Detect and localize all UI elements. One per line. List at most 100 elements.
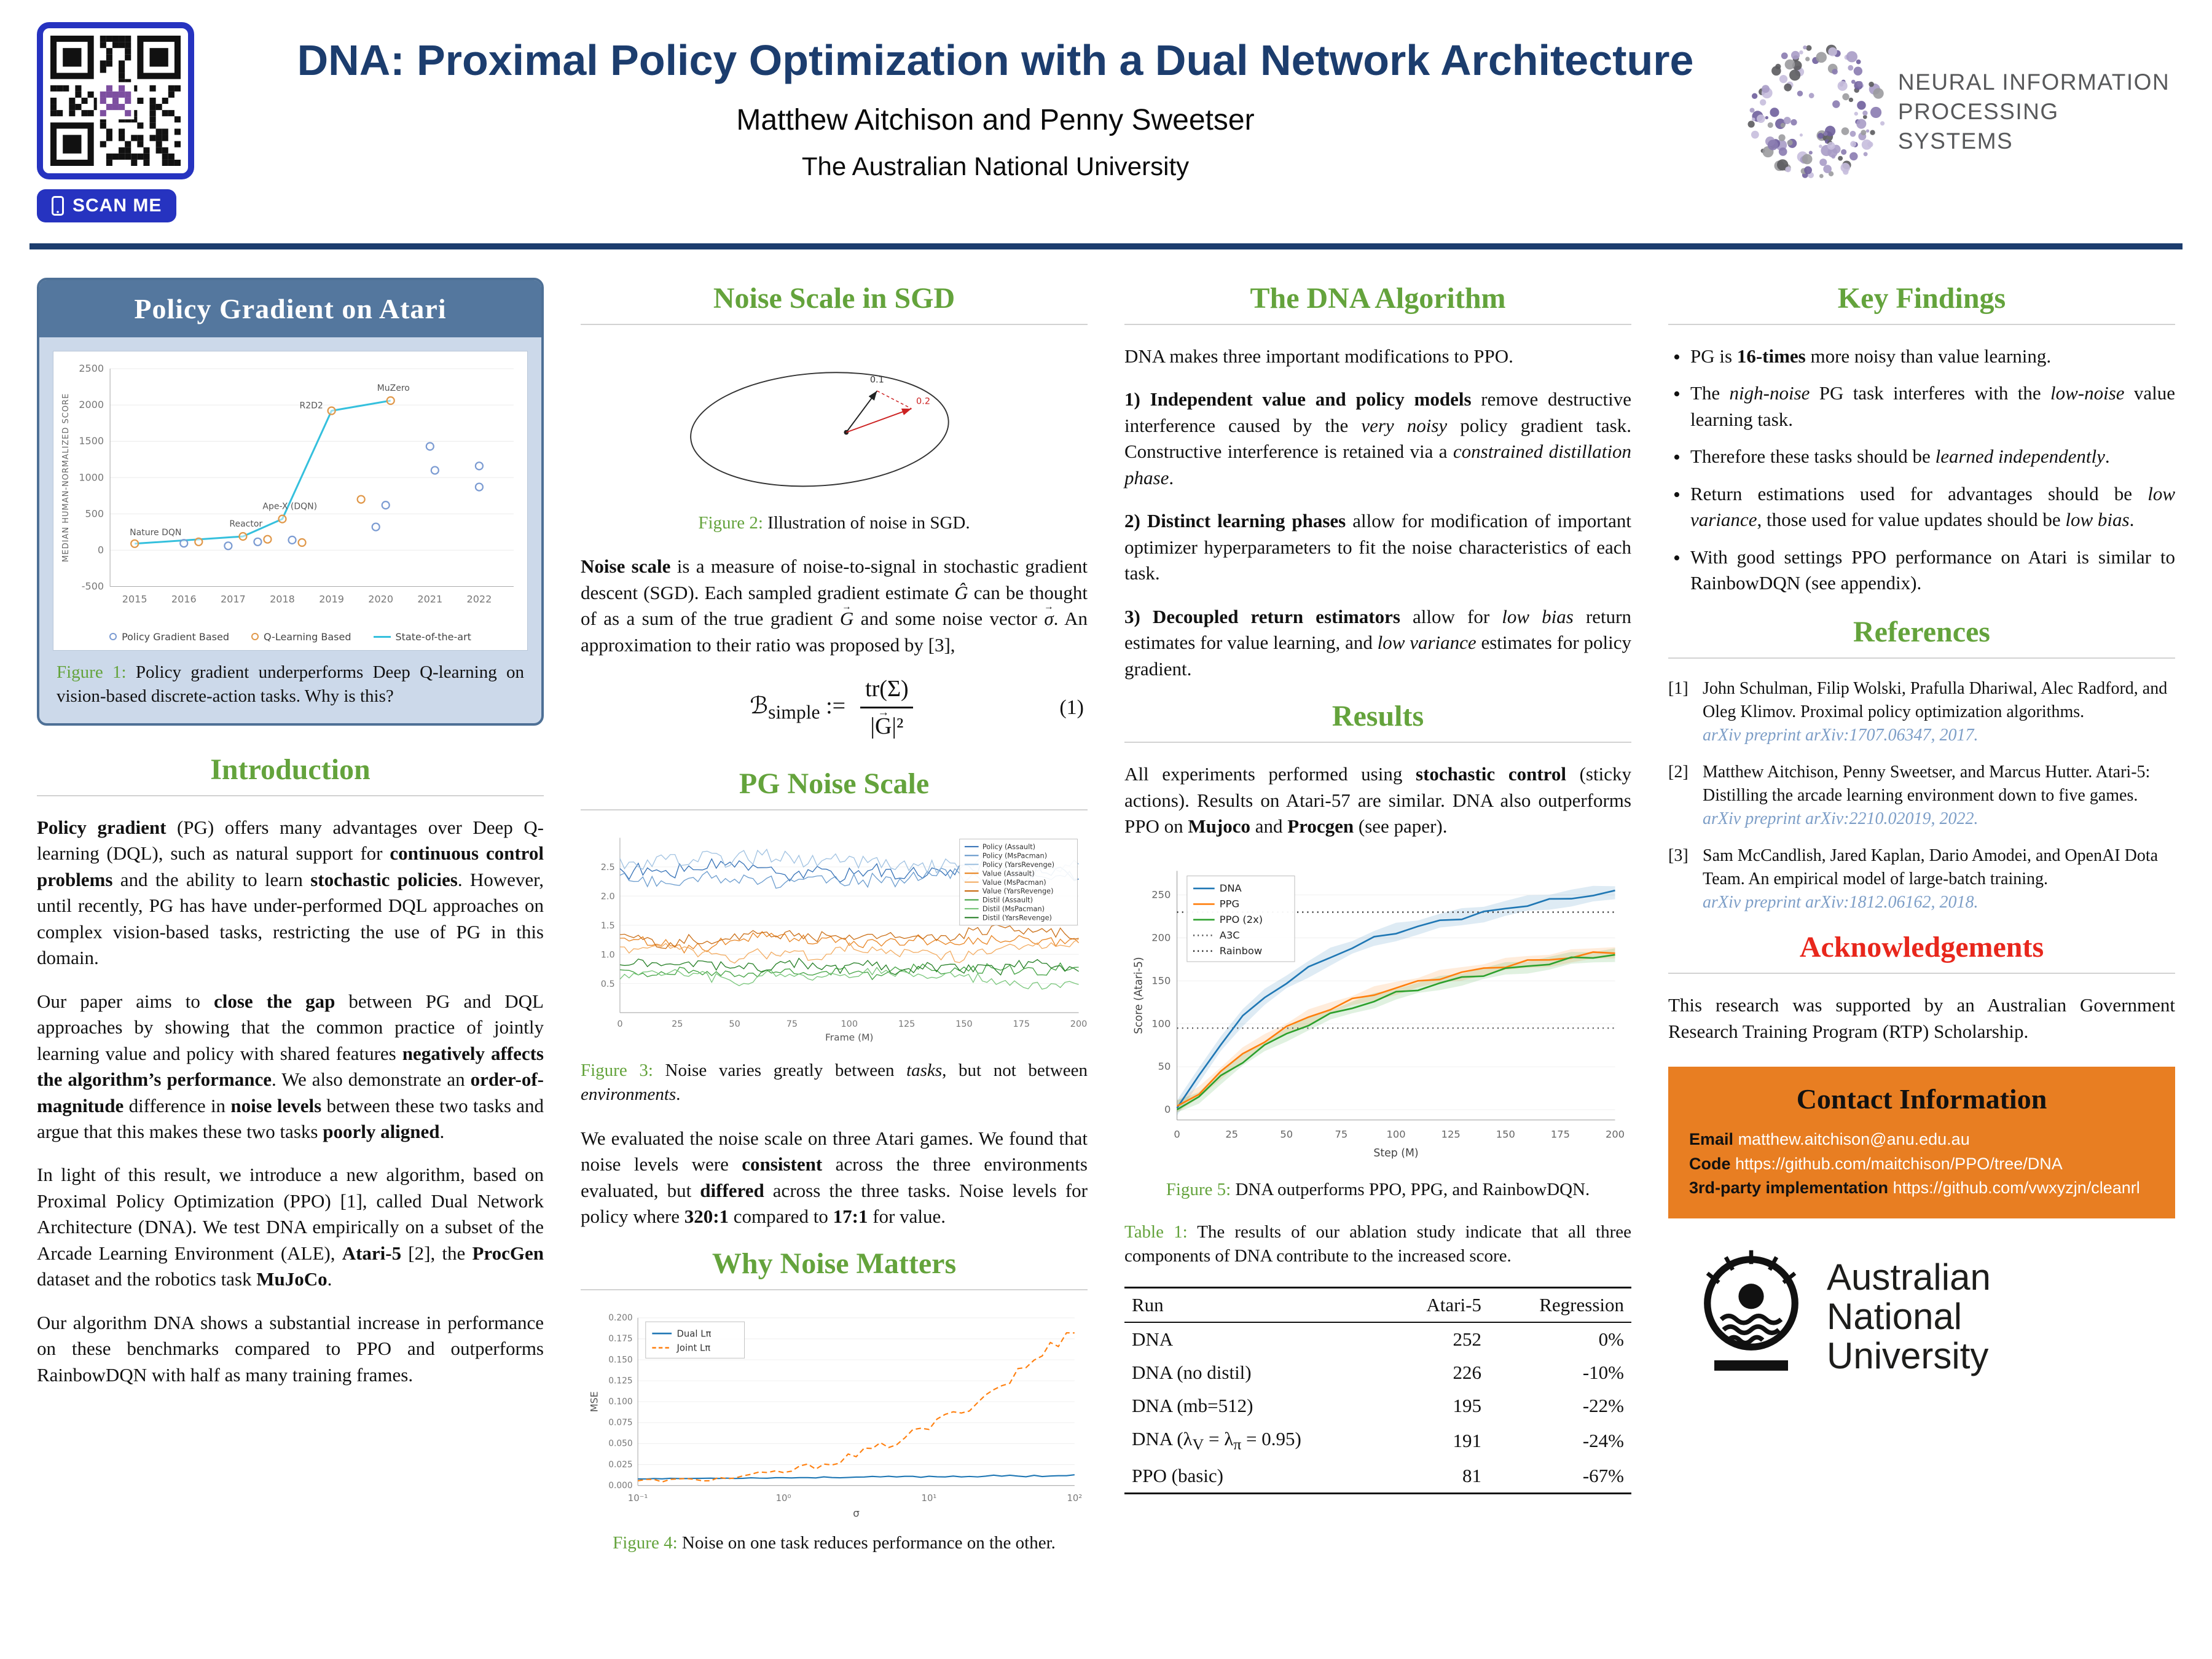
contact-information-box: Contact Information Email matthew.aitchi… — [1668, 1067, 2175, 1218]
svg-text:Distil (Assault): Distil (Assault) — [982, 896, 1033, 904]
scan-me-button[interactable]: SCAN ME — [37, 189, 177, 222]
poster-header: SCAN ME DNA: Proximal Policy Optimizatio… — [0, 0, 2212, 241]
svg-text:Value (YarsRevenge): Value (YarsRevenge) — [982, 887, 1054, 896]
anu-logo: Australian National University — [1668, 1248, 2175, 1386]
svg-text:Rainbow: Rainbow — [1220, 944, 1262, 956]
figure5-caption-label: Figure 5: — [1166, 1179, 1231, 1199]
poster-title: DNA: Proximal Policy Optimization with a… — [297, 36, 1694, 84]
svg-text:500: 500 — [85, 508, 104, 519]
atari5-results-chart: 0 50 100 150 200 250 0 25 50 75 100 125 150 175 200 Sco… — [1133, 870, 1625, 1159]
svg-text:25: 25 — [1225, 1128, 1238, 1140]
heading-rule — [1668, 657, 2175, 659]
svg-text:10⁻¹: 10⁻¹ — [628, 1494, 648, 1504]
equation-number: (1) — [1059, 696, 1084, 719]
svg-text:Policy (MsPacman): Policy (MsPacman) — [982, 852, 1047, 860]
thirdparty-link[interactable]: https://github.com/vwxyzjn/cleanrl — [1892, 1178, 2140, 1197]
anu-crest — [1704, 1250, 1798, 1371]
heading-rule — [1668, 324, 2175, 325]
legend-item: State-of-the-art — [373, 631, 471, 643]
svg-text:Distil (YarsRevenge): Distil (YarsRevenge) — [982, 914, 1052, 922]
contact-thirdparty-row: 3rd-party implementation https://github.… — [1689, 1178, 2140, 1197]
table-row: DNA 252 0% — [1132, 1328, 1624, 1351]
reference-item: [2] Matthew Aitchison, Penny Sweetser, a… — [1668, 762, 2151, 829]
svg-text:50: 50 — [1158, 1061, 1171, 1072]
svg-text:0.000: 0.000 — [608, 1481, 632, 1491]
svg-text:MEDIAN HUMAN-NORMALIZED SCORE: MEDIAN HUMAN-NORMALIZED SCORE — [61, 393, 71, 562]
ablation-table: Run Atari-5 Regression DNA 252 0% DNA (no … — [1124, 1287, 1631, 1495]
figure1-panel: Policy Gradient on Atari -500 0 500 1000 150… — [37, 278, 544, 726]
svg-text:2.5: 2.5 — [601, 863, 615, 873]
why-noise-matters-heading: Why Noise Matters — [712, 1247, 957, 1281]
neurips-logo: NEURAL INFORMATION PROCESSING SYSTEMS — [1745, 22, 2175, 186]
svg-text:2.0: 2.0 — [601, 892, 615, 902]
arxiv-link[interactable]: arXiv preprint arXiv:1707.06347, 2017. — [1703, 725, 1979, 745]
reference-item: [3] Sam McCandlish, Jared Kaplan, Dario … — [1668, 846, 2159, 912]
acknowledgements-heading: Acknowledgements — [1799, 931, 2044, 964]
key-finding-item: With good settings PPO performance on At… — [1668, 544, 2175, 597]
dna-modification-3: 3) Decoupled return estimators allow for… — [1124, 605, 1631, 680]
svg-text:150: 150 — [1496, 1128, 1515, 1140]
svg-text:50: 50 — [1280, 1128, 1293, 1140]
phone-icon — [52, 196, 64, 216]
qr-block: SCAN ME — [37, 22, 246, 222]
heading-rule — [1668, 973, 2175, 975]
arxiv-link[interactable]: arXiv preprint arXiv:2210.02019, 2022. — [1703, 809, 1979, 829]
email-link[interactable]: matthew.aitchison@anu.edu.au — [1738, 1130, 1970, 1149]
svg-text:Policy (Assault): Policy (Assault) — [982, 842, 1035, 851]
poster-authors: Matthew Aitchison and Penny Sweetser — [736, 104, 1255, 136]
svg-text:100: 100 — [1386, 1128, 1405, 1140]
figure1-caption-text: Policy gradient underperforms Deep Q-lea… — [57, 662, 524, 706]
figure3-caption-label: Figure 3: — [581, 1061, 653, 1081]
svg-text:0: 0 — [617, 1019, 622, 1029]
svg-text:PPO (2x): PPO (2x) — [1220, 914, 1263, 925]
column-header-regression: Regression — [1488, 1287, 1631, 1324]
figure3-caption: Figure 3: Noise varies greatly between t… — [581, 1059, 1088, 1107]
heading-rule — [581, 809, 1088, 811]
figure1-legend: Policy Gradient Based Q-Learning Based Sta… — [53, 629, 527, 650]
intro-paragraph-2: Our paper aims to close the gap between … — [37, 990, 544, 1143]
table-row: DNA (no distil) 226 -10% — [1132, 1362, 1624, 1384]
heading-rule — [581, 324, 1088, 325]
svg-text:0: 0 — [1174, 1128, 1180, 1140]
poster-columns: Policy Gradient on Atari -500 0 500 1000 150… — [0, 249, 2212, 1593]
svg-text:100: 100 — [1151, 1018, 1171, 1029]
svg-text:Value (Assault): Value (Assault) — [982, 869, 1035, 878]
results-heading: Results — [1332, 700, 1424, 733]
svg-text:2018: 2018 — [270, 594, 295, 605]
heading-rule — [1124, 324, 1631, 325]
key-finding-item: PG is 16-times more noisy than value lea… — [1668, 343, 2175, 372]
legend-item: Q-Learning Based — [251, 631, 351, 643]
column-3: The DNA Algorithm DNA makes three import… — [1124, 278, 1631, 1574]
acknowledgements-text: This research was supported by an Austra… — [1668, 994, 2175, 1042]
pg-noise-scale-heading: PG Noise Scale — [739, 767, 930, 801]
svg-text:1000: 1000 — [79, 471, 104, 483]
figure4-caption-text: Noise on one task reduces performance on… — [681, 1533, 1056, 1553]
contact-email-row: Email matthew.aitchison@anu.edu.au — [1689, 1130, 1970, 1149]
svg-text:Score (Atari-5): Score (Atari-5) — [1133, 957, 1145, 1034]
svg-text:200: 200 — [1070, 1019, 1088, 1029]
contact-heading: Contact Information — [1796, 1083, 2047, 1115]
svg-text:R2D2: R2D2 — [300, 401, 323, 411]
svg-text:Frame (M): Frame (M) — [825, 1032, 873, 1043]
figure5-caption: Figure 5: DNA outperforms PPO, PPG, and … — [1124, 1178, 1631, 1202]
qr-code[interactable] — [37, 22, 194, 179]
svg-text:A3C: A3C — [1220, 929, 1240, 941]
figure5-chart: 0 50 100 150 200 250 0 25 50 75 100 125 150 175 200 Sco… — [1124, 857, 1631, 1173]
figure4-caption-label: Figure 4: — [613, 1533, 678, 1553]
figure3-chart: 0.5 1.0 1.5 2.0 2.5 0 25 50 75 100 125 150 175 200 Fra… — [581, 829, 1088, 1054]
heading-rule — [581, 1289, 1088, 1291]
svg-text:0.075: 0.075 — [608, 1418, 632, 1428]
equation-1: ℬsimple := tr(Σ) |G|² (1) — [581, 675, 1088, 740]
svg-text:250: 250 — [1151, 888, 1171, 900]
svg-text:PPG: PPG — [1220, 898, 1239, 909]
svg-text:2000: 2000 — [79, 399, 104, 410]
contact-code-row: Code https://github.com/maitchison/PPO/t… — [1689, 1154, 2063, 1173]
code-link[interactable]: https://github.com/maitchison/PPO/tree/D… — [1735, 1154, 2063, 1173]
arxiv-link[interactable]: arXiv preprint arXiv:1812.06162, 2018. — [1703, 893, 1979, 912]
svg-text:175: 175 — [1013, 1019, 1030, 1029]
qr-code-image — [50, 36, 181, 166]
svg-text:2020: 2020 — [368, 594, 393, 605]
svg-text:175: 175 — [1551, 1128, 1570, 1140]
intro-paragraph-3: In light of this result, we introduce a … — [37, 1164, 544, 1290]
